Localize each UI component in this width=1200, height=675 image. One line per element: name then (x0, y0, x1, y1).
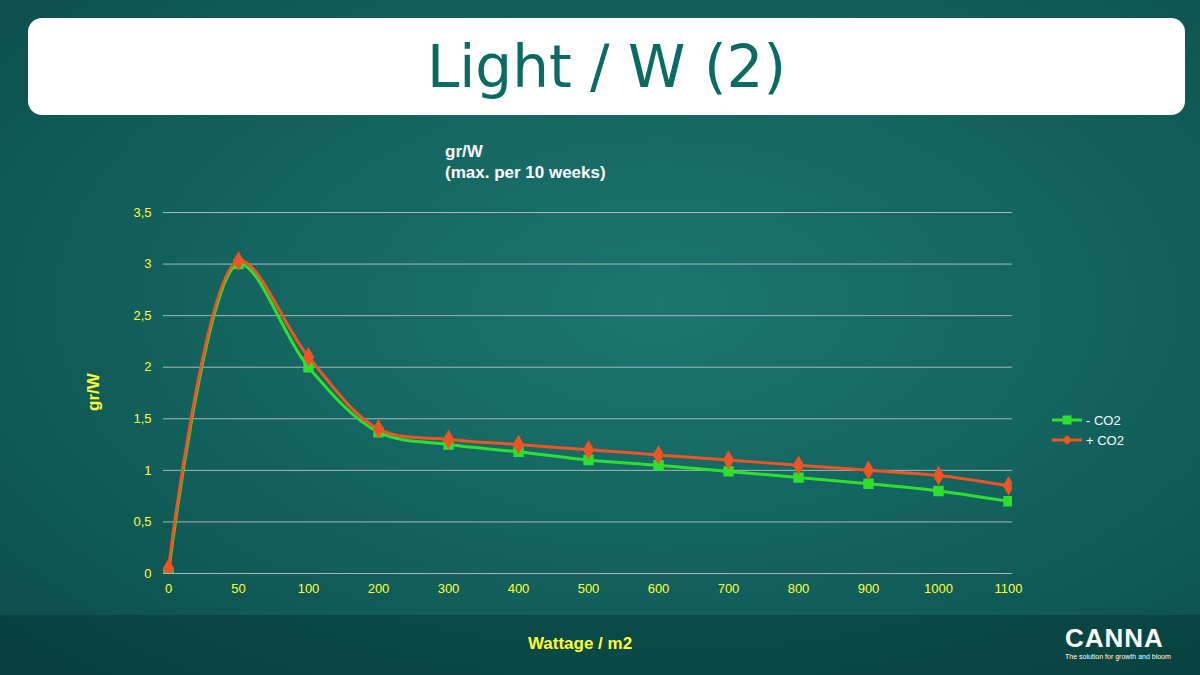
svg-text:400: 400 (508, 581, 530, 596)
svg-text:50: 50 (231, 581, 245, 596)
svg-text:2: 2 (144, 359, 151, 374)
html-text:(max. per 10 weeks): (max. per 10 weeks) (445, 163, 606, 182)
html-text:gr/W: gr/W (445, 142, 483, 161)
svg-text:0: 0 (165, 581, 172, 596)
html-text:+ CO2: + CO2 (1086, 432, 1124, 448)
svg-text:1,5: 1,5 (133, 411, 151, 426)
html-text:gr/W: gr/W (84, 373, 103, 411)
html-text:- CO2: - CO2 (1086, 412, 1121, 428)
svg-text:3: 3 (144, 256, 151, 271)
html-text:CANNA: CANNA (1065, 623, 1164, 653)
svg-text:900: 900 (858, 581, 880, 596)
html-text:The solution for growth and bl: The solution for growth and bloom (1065, 653, 1171, 660)
svg-text:200: 200 (368, 581, 390, 596)
svg-text:300: 300 (438, 581, 460, 596)
svg-text:1100: 1100 (995, 581, 1023, 596)
html-text:Light / W (2): Light / W (2) (426, 32, 786, 101)
svg-text:1: 1 (144, 463, 151, 478)
svg-text:0: 0 (144, 566, 151, 581)
svg-text:3,5: 3,5 (133, 205, 151, 220)
svg-text:500: 500 (578, 581, 600, 596)
svg-text:600: 600 (648, 581, 670, 596)
svg-text:2,5: 2,5 (133, 308, 151, 323)
svg-text:800: 800 (788, 581, 810, 596)
svg-text:700: 700 (718, 581, 740, 596)
svg-text:1000: 1000 (924, 581, 953, 596)
html-text:Wattage / m2: Wattage / m2 (527, 634, 633, 653)
svg-text:0,5: 0,5 (133, 514, 151, 529)
svg-text:100: 100 (298, 581, 320, 596)
